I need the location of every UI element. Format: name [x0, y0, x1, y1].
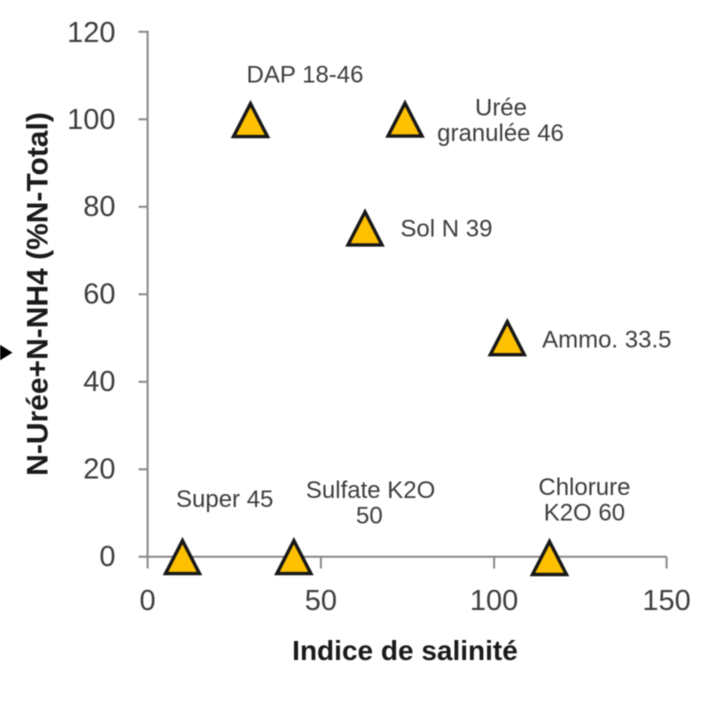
svg-text:N-Urée+N-NH4 (%N-Total): N-Urée+N-NH4 (%N-Total): [22, 112, 55, 476]
svg-text:120: 120: [67, 17, 115, 49]
svg-text:150: 150: [642, 585, 690, 617]
svg-text:100: 100: [470, 585, 518, 617]
svg-text:80: 80: [83, 191, 115, 223]
svg-text:DAP 18-46: DAP 18-46: [247, 61, 364, 88]
svg-text:Sol N 39: Sol N 39: [400, 215, 492, 242]
svg-text:60: 60: [83, 279, 115, 311]
svg-text:50: 50: [356, 502, 383, 529]
svg-text:100: 100: [67, 104, 115, 136]
svg-text:Super 45: Super 45: [176, 486, 273, 513]
svg-text:Chlorure: Chlorure: [538, 474, 630, 501]
svg-text:Indice de salinité: Indice de salinité: [292, 635, 518, 666]
svg-text:K2O 60: K2O 60: [544, 500, 625, 527]
svg-text:Urée: Urée: [475, 95, 527, 122]
svg-text:0: 0: [140, 585, 156, 617]
svg-text:Ammo. 33.5: Ammo. 33.5: [542, 326, 671, 353]
svg-text:Sulfate K2O: Sulfate K2O: [306, 477, 435, 504]
svg-text:granulée 46: granulée 46: [437, 120, 564, 147]
svg-text:0: 0: [99, 541, 115, 573]
svg-text:50: 50: [305, 585, 337, 617]
svg-text:40: 40: [83, 366, 115, 398]
svg-text:20: 20: [83, 454, 115, 486]
